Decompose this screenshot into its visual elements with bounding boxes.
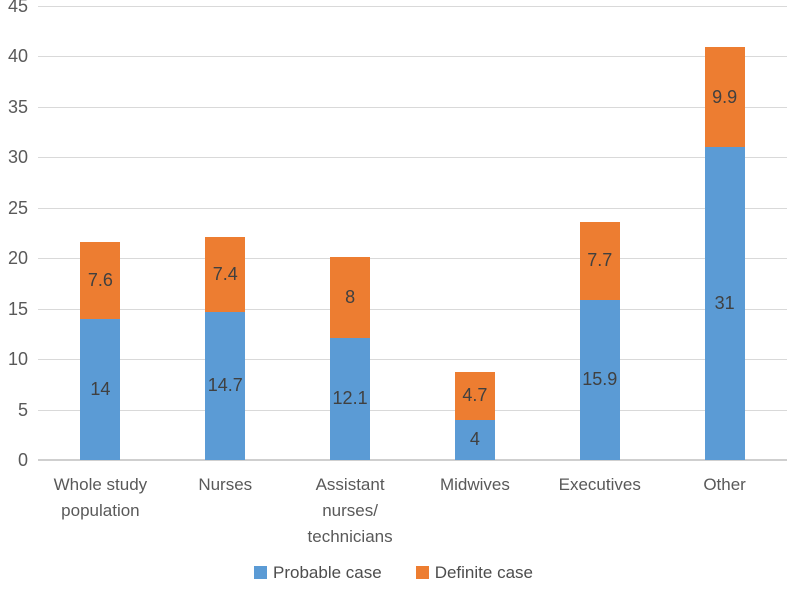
x-category-label-4: Executives — [558, 475, 641, 494]
x-category-label-0: Whole study population — [53, 475, 148, 520]
y-tick-label-35: 35 — [7, 96, 28, 117]
bar-segment-probable-case-2: 12.1 — [330, 337, 371, 460]
bar-segment-probable-case-3: 4 — [454, 419, 495, 460]
y-tick-label-10: 10 — [7, 349, 28, 370]
y-tick-label-20: 20 — [7, 248, 28, 269]
bar-segment-definite-case-1: 7.4 — [205, 237, 246, 312]
gridline-y-45 — [38, 6, 787, 7]
data-label: 9.9 — [712, 86, 738, 107]
bar-segment-definite-case-3: 4.7 — [454, 372, 495, 420]
y-tick-label-25: 25 — [7, 197, 28, 218]
legend-item-definite-case: Definite case — [415, 563, 533, 582]
gridline-y-20 — [38, 258, 787, 260]
data-label: 14 — [90, 378, 111, 399]
data-label: 12.1 — [332, 388, 368, 409]
gridline-y-40 — [38, 56, 787, 58]
bar-segment-definite-case-4: 7.7 — [579, 221, 620, 300]
data-label: 15.9 — [582, 369, 618, 390]
data-label: 7.6 — [87, 269, 113, 290]
bar-segment-probable-case-0: 14 — [80, 318, 121, 460]
gridline-y-30 — [38, 157, 787, 159]
data-label: 4 — [469, 429, 480, 450]
bar-segment-probable-case-5: 31 — [704, 147, 745, 460]
gridline-y-10 — [38, 359, 787, 361]
legend-item-probable-case: Probable case — [254, 564, 382, 581]
y-tick-label-0: 0 — [17, 450, 28, 470]
y-tick-label-5: 5 — [17, 399, 28, 420]
data-label: 4.7 — [462, 385, 488, 406]
bar-segment-definite-case-2: 8 — [330, 257, 371, 338]
x-category-label-2: Assistant nurses/ technicians — [307, 475, 393, 546]
data-label: 14.7 — [207, 375, 243, 396]
gridline-y-35 — [38, 106, 787, 108]
gridline-y-5 — [38, 409, 787, 411]
data-label: 31 — [714, 293, 735, 314]
legend-label: Definite case — [434, 563, 533, 582]
x-category-label-3: Midwives — [439, 475, 510, 494]
bar-segment-definite-case-5: 9.9 — [704, 47, 745, 148]
x-category-label-1: Nurses — [198, 475, 253, 494]
gridline-y-25 — [38, 207, 787, 209]
x-axis-line — [38, 459, 787, 461]
bar-segment-definite-case-0: 7.6 — [80, 242, 121, 319]
y-tick-label-30: 30 — [7, 147, 28, 168]
data-label: 8 — [345, 287, 356, 308]
x-category-label-5: Other — [703, 475, 746, 494]
gridline-y-15 — [38, 308, 787, 310]
chart-legend: Probable case Definite case — [0, 564, 787, 581]
legend-swatch-icon — [254, 566, 268, 579]
data-label: 7.7 — [587, 250, 613, 271]
legend-label: Probable case — [273, 563, 382, 582]
bar-segment-probable-case-4: 15.9 — [579, 299, 620, 460]
y-tick-label-45: 45 — [7, 0, 28, 16]
y-tick-label-40: 40 — [7, 46, 28, 67]
bar-segment-probable-case-1: 14.7 — [205, 311, 246, 460]
y-tick-label-15: 15 — [7, 298, 28, 319]
legend-swatch-icon — [415, 566, 429, 579]
data-label: 7.4 — [212, 263, 238, 284]
